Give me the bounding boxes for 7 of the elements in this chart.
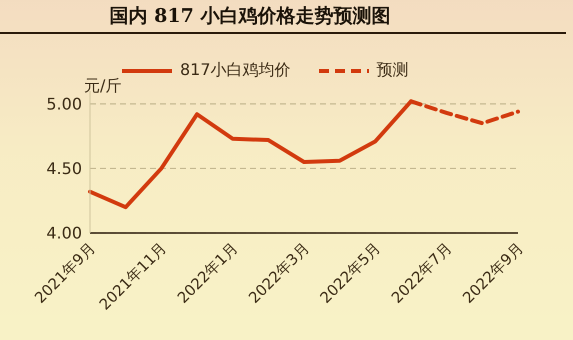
y-axis-title: 元/斤 <box>84 76 122 97</box>
chart-title: 国内 817 小白鸡价格走势预测图 <box>108 4 392 29</box>
legend-label: 预测 <box>376 60 409 81</box>
legend-label: 817小白鸡均价 <box>180 60 291 81</box>
y-tick-label: 4.50 <box>46 159 82 178</box>
y-tick-label: 4.00 <box>46 224 82 243</box>
y-tick-label: 5.00 <box>46 94 82 114</box>
